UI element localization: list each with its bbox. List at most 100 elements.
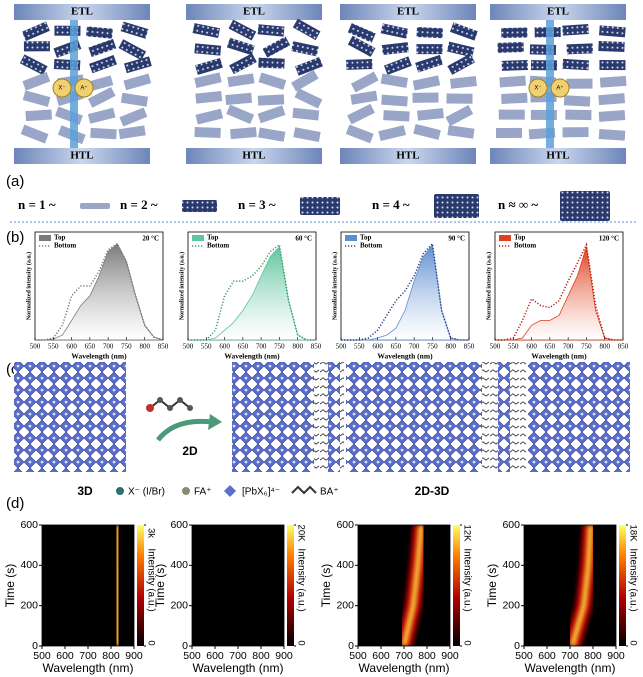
- lattice: [346, 362, 482, 472]
- x-tick-label: 650: [238, 343, 249, 351]
- y-axis-label: Time (s): [319, 564, 333, 608]
- y-tick-label: 0: [514, 640, 520, 652]
- phase-crystal: [80, 203, 110, 209]
- y-tick-label: 0: [182, 640, 188, 652]
- lattice: [498, 362, 510, 472]
- x-tick-label: 550: [48, 343, 59, 351]
- heat-core: [401, 525, 424, 646]
- colorbar-tick-label: 12K: [461, 525, 472, 543]
- crystal: [499, 75, 526, 88]
- crystal: [86, 26, 113, 39]
- legend-swatch: [192, 235, 204, 241]
- htl-label: HTL: [70, 150, 93, 162]
- label-2d: 2D: [182, 444, 198, 458]
- y-tick-label: 400: [170, 559, 188, 571]
- ion-label: X⁻: [534, 86, 541, 92]
- legend-text: Top: [360, 234, 372, 242]
- crystal: [450, 22, 478, 41]
- crystal: [501, 92, 528, 104]
- crystal: [25, 109, 53, 122]
- crystal: [257, 24, 285, 37]
- legend-swatch: [39, 235, 51, 241]
- crystal: [380, 73, 408, 88]
- crystal: [501, 60, 528, 71]
- htl-bar: [490, 148, 626, 164]
- ion: [550, 78, 570, 98]
- chart-title: 60 °C: [295, 235, 312, 243]
- heat: [108, 525, 126, 646]
- crystal: [378, 125, 406, 142]
- phase-crystal: [560, 191, 610, 221]
- crystal: [89, 55, 117, 74]
- x-axis-label: Wavelength (nm): [359, 661, 450, 675]
- crystal: [225, 92, 253, 106]
- panel-label: (d): [6, 495, 24, 512]
- crystal: [295, 56, 323, 76]
- crystal: [87, 107, 116, 124]
- crystal: [565, 109, 592, 121]
- crystal: [195, 108, 224, 125]
- crystal: [230, 127, 257, 140]
- panel-c: 2D 3D 2D-3D X⁻ (I/Br) FA⁺ [PbX₆]⁴⁻ BA⁺: [14, 362, 630, 498]
- crystal: [291, 41, 319, 57]
- colorbar: [453, 525, 460, 646]
- x-tick-label: 900: [275, 650, 293, 662]
- legend-text: Bottom: [54, 242, 76, 250]
- phase-label: n = 4 ~: [372, 197, 410, 212]
- carrier-path: [546, 20, 554, 148]
- crystal: [445, 105, 474, 127]
- crystal: [562, 24, 589, 36]
- crystal: [20, 124, 49, 144]
- crystal: [350, 90, 378, 105]
- crystal: [598, 41, 625, 53]
- crystal: [566, 43, 593, 55]
- colorbar-tick-label: 0: [461, 640, 472, 645]
- colorbar-tick-label: 18K: [627, 525, 638, 543]
- x-tick-label: 600: [526, 343, 537, 351]
- crystal: [497, 42, 524, 53]
- y-axis-label: Normalized intensity (a.u.): [25, 252, 32, 320]
- x-tick-label: 700: [561, 650, 579, 662]
- x-tick-label: 550: [354, 343, 365, 351]
- x-tick-label: 700: [395, 650, 413, 662]
- chart-title: 120 °C: [599, 235, 619, 243]
- crystal: [347, 103, 375, 125]
- lattice: [328, 362, 340, 472]
- crystal: [226, 37, 255, 56]
- crystal: [194, 126, 221, 139]
- y-tick-label: 0: [348, 640, 354, 652]
- crystal: [118, 39, 147, 61]
- crystal: [598, 110, 626, 122]
- crystal: [258, 57, 285, 69]
- lattice-3d: [14, 362, 126, 472]
- organic-layer: [510, 362, 526, 472]
- crystal: [257, 105, 286, 124]
- organic-layer: [482, 362, 498, 472]
- y-tick-label: 200: [20, 599, 38, 611]
- ion: [74, 78, 94, 98]
- crystal: [599, 60, 626, 71]
- y-tick-label: 200: [170, 599, 188, 611]
- crystal: [23, 41, 50, 52]
- x-tick-label: 850: [311, 343, 322, 351]
- etl-label: ETL: [71, 6, 93, 18]
- legend-icon: [182, 487, 190, 495]
- crystal: [381, 42, 409, 56]
- legend-text: Bottom: [360, 242, 382, 250]
- y-tick-label: 0: [32, 640, 38, 652]
- crystal: [347, 23, 376, 43]
- area: [35, 243, 164, 341]
- y-tick-label: 600: [336, 519, 354, 531]
- legend-text: Bottom: [514, 242, 536, 250]
- x-tick-label: 550: [201, 343, 212, 351]
- crystal: [384, 56, 412, 75]
- crystal: [293, 127, 321, 142]
- crystal: [292, 18, 321, 41]
- crystal: [88, 38, 117, 57]
- crystal: [598, 129, 626, 141]
- legend-icon: [116, 487, 124, 495]
- crystal: [227, 73, 255, 88]
- x-tick-label: 500: [515, 650, 533, 662]
- y-axis-label: Normalized intensity (a.u.): [485, 252, 492, 320]
